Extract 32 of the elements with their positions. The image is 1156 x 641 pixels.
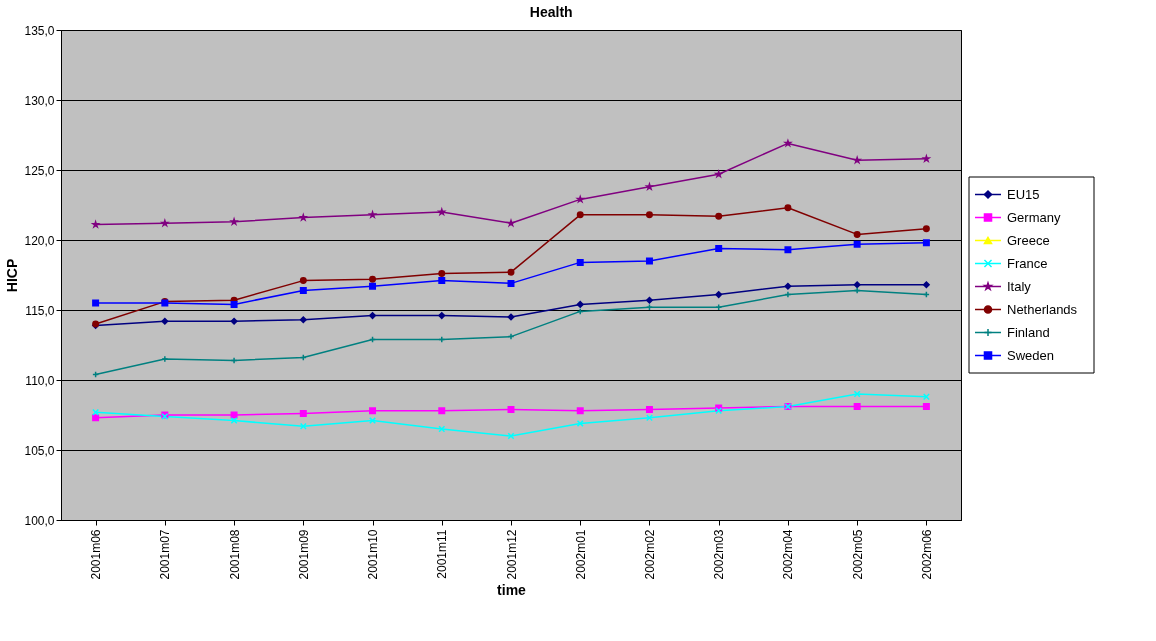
- x-tick-label: 2001m06: [89, 529, 104, 580]
- x-tick-label: 2001m10: [366, 529, 381, 580]
- x-tick-label: 2002m01: [573, 529, 588, 580]
- x-tick-label: 2002m02: [642, 529, 657, 580]
- legend-label: Germany: [1007, 209, 1061, 225]
- y-tick-label: 125,0: [24, 163, 55, 178]
- y-tick-label: 105,0: [24, 443, 55, 458]
- legend-label: Sweden: [1007, 347, 1054, 363]
- x-tick-label: 2002m03: [712, 529, 727, 580]
- x-tick-label: 2001m08: [227, 529, 242, 580]
- chart-title: Health: [529, 3, 573, 20]
- x-tick-label: 2002m04: [781, 529, 796, 580]
- y-tick-label: 115,0: [25, 303, 55, 318]
- y-axis-title: HICP: [4, 258, 21, 293]
- legend-label: Italy: [1007, 278, 1032, 294]
- x-tick-label: 2001m09: [296, 529, 311, 580]
- y-tick-label: 110,0: [25, 373, 55, 388]
- legend-label: Greece: [1007, 232, 1050, 248]
- x-tick-label: 2002m06: [919, 529, 934, 580]
- legend-label: Netherlands: [1007, 301, 1078, 317]
- x-tick-label: 2002m05: [850, 529, 865, 580]
- legend-label: France: [1007, 255, 1048, 271]
- x-tick-label: 2001m12: [504, 529, 519, 580]
- x-tick-label: 2001m07: [158, 529, 173, 580]
- y-tick-label: 135,0: [24, 23, 55, 38]
- x-tick-label: 2001m11: [435, 529, 450, 579]
- legend-label: EU15: [1007, 186, 1040, 202]
- legend-label: Finland: [1007, 324, 1050, 340]
- y-tick-label: 130,0: [24, 93, 55, 108]
- y-tick-label: 120,0: [24, 233, 55, 248]
- x-axis-title: time: [497, 581, 527, 598]
- y-tick-label: 100,0: [24, 513, 55, 528]
